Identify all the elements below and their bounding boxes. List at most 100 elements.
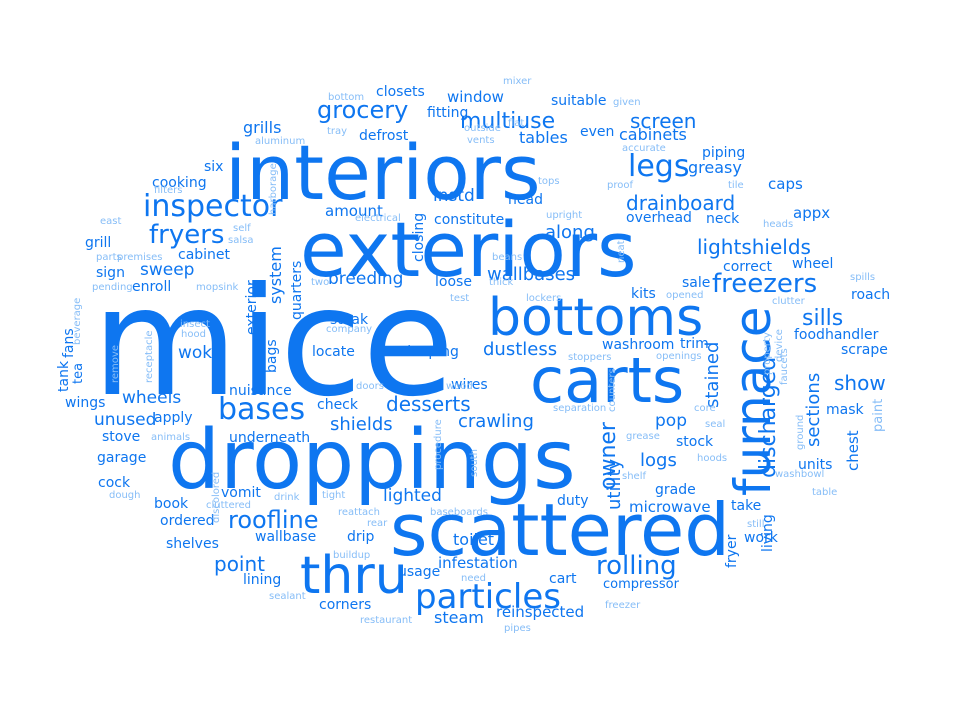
cloud-word: defrost	[359, 128, 409, 144]
cloud-word: wheel	[792, 256, 834, 272]
cloud-word: apply	[154, 410, 193, 426]
cloud-word: grease	[626, 431, 660, 442]
cloud-word: inspector	[143, 189, 283, 224]
cloud-word: grade	[655, 482, 696, 498]
cloud-word: even	[580, 124, 615, 140]
cloud-word: test	[450, 293, 470, 304]
cloud-word: exteriors	[300, 205, 637, 294]
cloud-word: compressor	[603, 577, 679, 592]
cloud-word: head	[508, 192, 543, 208]
cloud-word: core	[694, 403, 716, 414]
cloud-word: upright	[546, 210, 583, 221]
cloud-word: pending	[92, 282, 133, 293]
cloud-word: kits	[631, 286, 656, 302]
cloud-word: tile	[728, 180, 744, 191]
cloud-word: cooking	[152, 175, 207, 191]
cloud-word: animals	[151, 432, 191, 443]
cloud-word: baseboards	[430, 507, 488, 518]
cloud-word: greasy	[688, 158, 742, 177]
cloud-word: cabinet	[178, 247, 231, 263]
cloud-word: utility	[604, 458, 625, 510]
cloud-word: freezers	[712, 269, 818, 299]
cloud-word: particles	[415, 577, 561, 617]
cloud-word: stoppers	[568, 352, 612, 363]
cloud-word: need	[461, 573, 486, 584]
cloud-word: mixer	[503, 76, 532, 87]
cloud-word: restaurant	[360, 615, 413, 626]
cloud-word: tank	[56, 360, 72, 392]
cloud-word: openings	[656, 351, 702, 362]
cloud-word: check	[317, 397, 358, 413]
cloud-word: accurate	[622, 143, 666, 154]
cloud-word: legs	[628, 149, 690, 184]
cloud-word: flat	[508, 118, 525, 129]
cloud-word: steam	[434, 608, 484, 627]
cloud-word: tops	[538, 176, 560, 187]
cloud-word: mice	[92, 256, 455, 430]
cloud-word: duty	[557, 493, 589, 509]
cloud-word: self	[233, 223, 251, 234]
cloud-word: quarters	[289, 260, 305, 320]
cloud-word: fitting	[427, 105, 469, 121]
cloud-word: bases	[218, 392, 306, 427]
cloud-word: aluminum	[255, 136, 306, 147]
cloud-word: amount	[325, 202, 383, 220]
cloud-word: discolored	[211, 471, 222, 523]
cloud-word: wood	[446, 381, 473, 392]
cloud-word: screen	[630, 109, 697, 133]
cloud-word: tea	[71, 362, 86, 384]
cloud-word: dustless	[483, 339, 558, 360]
cloud-word: underneath	[229, 430, 311, 446]
cloud-word: buildup	[333, 550, 371, 561]
cloud-word: table	[812, 487, 838, 498]
cloud-word: show	[834, 371, 886, 395]
cloud-word: correct	[723, 259, 773, 275]
cloud-word: piping	[702, 145, 746, 161]
cloud-word: paint	[871, 398, 886, 432]
cloud-word: rear	[367, 518, 388, 529]
cloud-word: system	[266, 246, 285, 304]
cloud-word: along	[545, 222, 595, 243]
cloud-word: spills	[850, 272, 876, 283]
cloud-word: stove	[102, 429, 141, 445]
cloud-word: work	[744, 530, 778, 546]
cloud-word: hoods	[697, 453, 728, 464]
cloud-word: drip	[347, 529, 375, 545]
cloud-word: drainboard	[626, 191, 736, 215]
cloud-word: grocery	[317, 96, 409, 124]
cloud-word: trim	[680, 336, 709, 352]
cloud-word: filters	[154, 185, 183, 196]
cloud-word: cabinets	[619, 125, 687, 144]
cloud-word: chest	[844, 430, 862, 471]
cloud-word: stock	[676, 434, 714, 450]
cloud-word: separation	[553, 403, 607, 414]
cloud-word: exterior	[244, 280, 260, 335]
cloud-word: window	[447, 88, 504, 106]
cloud-word: vomit	[221, 485, 261, 501]
cloud-word: thick	[489, 277, 514, 288]
cloud-word: sale	[682, 275, 711, 291]
cloud-word: bottoms	[488, 288, 704, 348]
cloud-word: cluttered	[206, 500, 251, 511]
cloud-word: bottom	[328, 92, 365, 103]
cloud-word: suitable	[551, 93, 607, 109]
cloud-word: ordered	[160, 513, 215, 529]
cloud-word: proof	[607, 180, 633, 191]
cloud-word: units	[798, 457, 833, 473]
cloud-word: appx	[793, 204, 831, 222]
cloud-word: given	[613, 97, 641, 108]
cloud-word: electrical	[355, 213, 401, 224]
cloud-word: toilet	[453, 530, 495, 549]
cloud-word: six	[204, 159, 224, 175]
cloud-word: opened	[666, 290, 704, 301]
cloud-word: lockers	[526, 293, 562, 304]
cloud-word: take	[731, 498, 762, 514]
cloud-word: sealant	[269, 591, 306, 602]
cloud-word: neck	[706, 211, 740, 227]
cloud-word: shelf	[622, 471, 646, 482]
cloud-word: closing	[411, 212, 427, 262]
cloud-word: closets	[376, 84, 425, 100]
cloud-word: ground	[795, 414, 806, 450]
cloud-word: washroom	[602, 337, 675, 353]
